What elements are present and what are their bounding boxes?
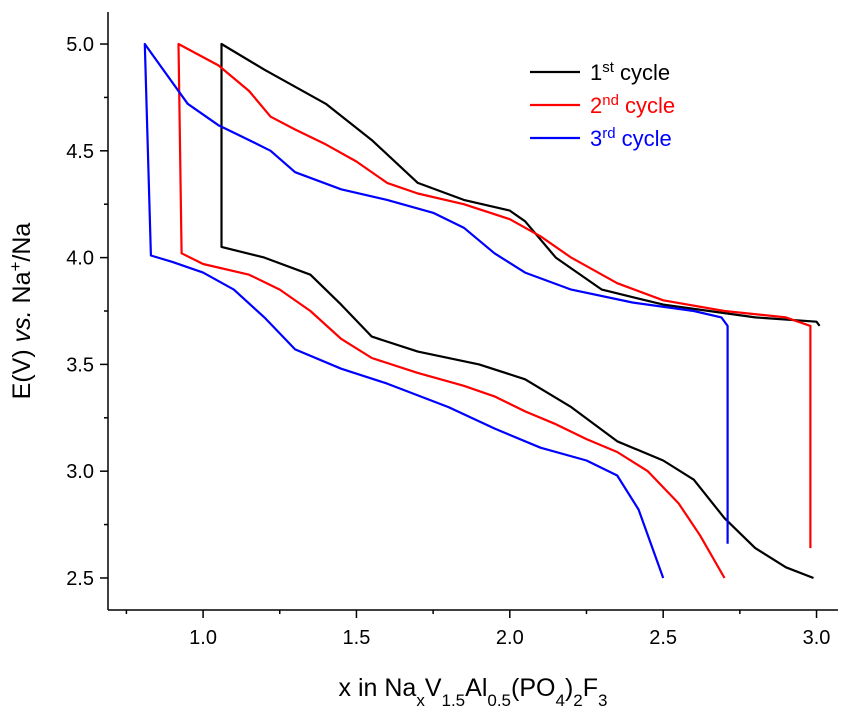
text-part: 1 [590, 60, 602, 85]
x-tick-label: 1.0 [189, 627, 217, 649]
text-part: 2 [573, 691, 582, 710]
y-tick-label: 4.0 [66, 248, 94, 270]
legend-label: 3rd cycle [590, 125, 672, 152]
text-part: x [416, 691, 425, 710]
text-part: vs. [8, 310, 36, 342]
text-part: 2 [590, 93, 602, 118]
series-line [177, 42, 812, 579]
text-part: rd [602, 125, 615, 142]
text-part: Al [465, 674, 487, 702]
y-tick-label: 3.5 [66, 354, 94, 376]
series-line [220, 42, 821, 580]
text-part: 3 [590, 126, 602, 151]
text-part: 3 [598, 691, 607, 710]
text-part: x in Na [339, 674, 417, 702]
x-tick-label: 2.5 [649, 627, 677, 649]
text-part: F [583, 674, 598, 702]
text-part: st [602, 59, 614, 76]
x-tick-label: 2.0 [496, 627, 524, 649]
text-part: V [425, 674, 442, 702]
text-part: cycle [619, 93, 675, 118]
legend-label: 1st cycle [590, 59, 670, 86]
text-part: /Na [8, 223, 36, 262]
text-part: ) [565, 674, 573, 702]
y-tick-label: 3.0 [66, 461, 94, 483]
x-axis-label: x in NaxV1.5Al0.5(PO4)2F3 [339, 674, 608, 710]
text-part: 0.5 [487, 691, 511, 710]
x-tick-label: 1.5 [343, 627, 371, 649]
text-part: Na [8, 271, 36, 310]
text-part: nd [602, 92, 619, 109]
legend-label: 2nd cycle [590, 92, 675, 119]
text-part: + [6, 262, 25, 272]
text-part: cycle [616, 126, 672, 151]
x-tick-label: 3.0 [803, 627, 831, 649]
y-tick-label: 2.5 [66, 568, 94, 590]
y-tick-label: 5.0 [66, 34, 94, 56]
series-line [143, 42, 729, 579]
text-part: cycle [614, 60, 670, 85]
text-part: 1.5 [442, 691, 466, 710]
text-part: (PO [511, 674, 555, 702]
text-part: 4 [555, 691, 564, 710]
text-part: E(V) [8, 342, 36, 399]
y-axis-label: E(V) vs. Na+/Na [6, 223, 37, 400]
y-tick-label: 4.5 [66, 141, 94, 163]
